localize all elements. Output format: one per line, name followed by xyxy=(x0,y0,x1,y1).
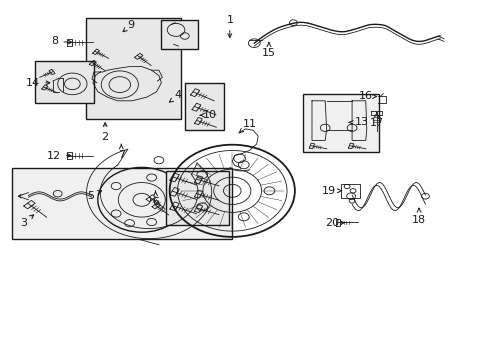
Bar xyxy=(166,171,228,225)
Text: 13: 13 xyxy=(348,117,368,127)
Text: 12: 12 xyxy=(47,150,71,161)
Text: 6: 6 xyxy=(152,191,159,207)
Bar xyxy=(341,184,359,198)
Text: 4: 4 xyxy=(169,90,182,102)
Text: 17: 17 xyxy=(369,113,383,128)
Text: 5: 5 xyxy=(87,191,102,201)
Text: 15: 15 xyxy=(262,42,275,58)
Text: 3: 3 xyxy=(20,215,34,228)
Text: 8: 8 xyxy=(51,36,72,46)
Text: 7: 7 xyxy=(118,144,124,160)
Text: 9: 9 xyxy=(123,20,134,32)
Text: 11: 11 xyxy=(239,119,256,132)
Bar xyxy=(184,83,224,130)
Bar xyxy=(12,168,232,239)
Text: 20: 20 xyxy=(325,218,345,228)
Text: 18: 18 xyxy=(411,208,425,225)
Bar xyxy=(85,18,181,119)
Bar xyxy=(161,20,198,49)
Bar xyxy=(35,61,94,103)
Text: 14: 14 xyxy=(26,78,50,88)
Text: 10: 10 xyxy=(200,110,217,120)
Text: 1: 1 xyxy=(226,15,233,37)
Text: 16: 16 xyxy=(358,91,376,102)
Bar xyxy=(303,94,378,152)
Text: 19: 19 xyxy=(321,186,341,196)
Text: 2: 2 xyxy=(102,123,108,142)
